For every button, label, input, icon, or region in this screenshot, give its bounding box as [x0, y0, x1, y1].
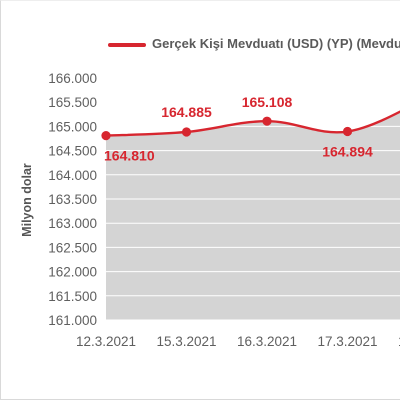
y-tick-label: 163.500 — [48, 192, 97, 207]
y-tick-label: 163.000 — [48, 216, 97, 231]
data-point — [101, 130, 111, 141]
y-tick-label: 164.000 — [48, 168, 97, 183]
x-tick-label: 15.3.2021 — [156, 334, 216, 349]
data-label: 164.894 — [322, 144, 373, 160]
data-point — [342, 126, 353, 137]
y-tick-label: 162.500 — [48, 240, 97, 255]
x-tick-label: 12.3.2021 — [76, 334, 136, 349]
x-tick-label: 17.3.2021 — [317, 334, 377, 349]
y-tick-label: 165.500 — [48, 95, 97, 110]
data-label: 164.810 — [104, 148, 155, 164]
y-tick-label: 161.000 — [48, 313, 97, 328]
y-axis-label: Milyon dolar — [20, 163, 34, 237]
y-tick-label: 164.500 — [48, 144, 97, 159]
x-tick-label: 16.3.2021 — [237, 334, 297, 349]
data-point — [181, 127, 192, 137]
y-tick-label: 161.500 — [48, 289, 97, 304]
y-tick-label: 166.000 — [48, 71, 97, 86]
y-tick-label: 162.000 — [48, 265, 97, 280]
legend-swatch — [108, 42, 146, 47]
series-area — [106, 111, 400, 320]
data-point — [262, 116, 272, 126]
data-label: 165.108 — [242, 94, 293, 110]
chart-legend: Gerçek Kişi Mevduatı (USD) (YP) (Mevduat… — [108, 36, 400, 51]
data-label: 164.885 — [161, 104, 212, 120]
x-tick-label: 18.3.2021 — [398, 334, 400, 349]
y-tick-label: 165.000 — [48, 119, 97, 134]
legend-label: Gerçek Kişi Mevduatı (USD) (YP) (Mevduat… — [152, 36, 400, 51]
